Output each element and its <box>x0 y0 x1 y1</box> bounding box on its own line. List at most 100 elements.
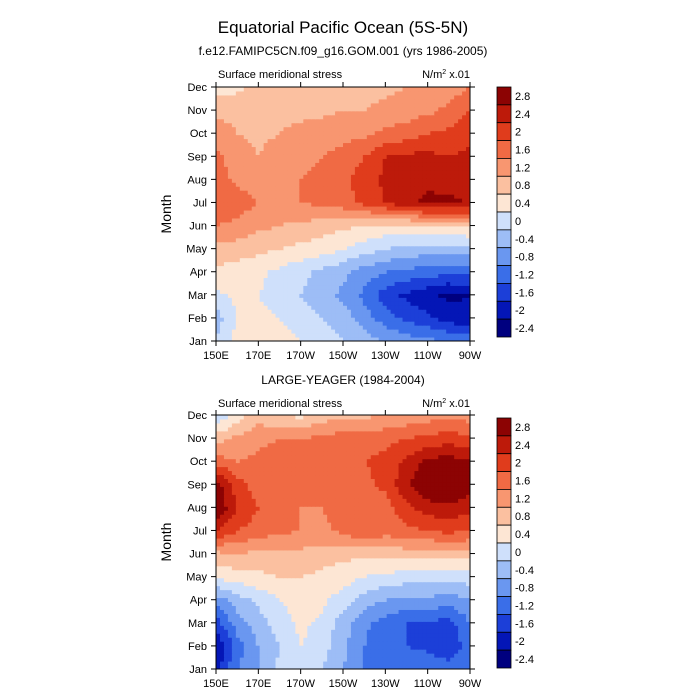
heatmap-cell <box>346 94 352 100</box>
heatmap-cell <box>259 225 265 231</box>
heatmap-cell <box>466 297 470 302</box>
heatmap-cell <box>275 249 280 255</box>
heatmap-cell <box>287 190 292 195</box>
heatmap-cell <box>370 297 376 302</box>
heatmap-cell <box>239 106 245 112</box>
heatmap-cell <box>394 233 400 239</box>
heatmap-cell <box>259 210 265 215</box>
heatmap-cell <box>255 106 261 112</box>
heatmap-cell <box>331 138 336 144</box>
heatmap-cell <box>216 90 221 96</box>
heatmap-cell <box>422 265 427 271</box>
heatmap-cell <box>335 337 340 341</box>
heatmap-cell <box>227 665 233 669</box>
heatmap-cell <box>382 625 388 630</box>
heatmap-cell <box>271 214 277 219</box>
heatmap-cell <box>223 174 229 179</box>
heatmap-cell <box>263 281 269 286</box>
heatmap-cell <box>450 629 455 634</box>
heatmap-cell <box>223 206 229 211</box>
heatmap-cell <box>335 317 340 322</box>
heatmap-cell <box>446 122 451 128</box>
heatmap-cell <box>454 102 459 108</box>
heatmap-cell <box>422 293 427 298</box>
heatmap-cell <box>303 174 308 179</box>
colorbar-label: -1.6 <box>515 287 534 299</box>
heatmap-cell <box>458 202 463 207</box>
heatmap-cell <box>454 665 459 669</box>
heatmap-cell <box>311 237 316 243</box>
heatmap-cell <box>299 261 304 267</box>
heatmap-cell <box>366 273 372 278</box>
heatmap-cell <box>374 221 380 227</box>
heatmap-cell <box>422 130 427 136</box>
heatmap-cell <box>303 625 308 630</box>
heatmap-cell <box>331 134 336 140</box>
heatmap-cell <box>414 146 419 151</box>
heatmap-cell <box>263 617 269 622</box>
heatmap-cell <box>426 621 431 626</box>
heatmap-cell <box>319 122 324 128</box>
heatmap-cell <box>346 110 352 116</box>
heatmap-cell <box>362 625 368 630</box>
heatmap-cell <box>315 269 320 275</box>
heatmap-cell <box>223 629 229 634</box>
heatmap-cell <box>386 130 392 136</box>
heatmap-cell <box>370 162 376 167</box>
heatmap-cell <box>446 154 451 159</box>
heatmap-cell <box>299 277 304 282</box>
heatmap-cell <box>287 633 292 638</box>
heatmap-cell <box>358 110 364 116</box>
heatmap-cell <box>327 146 332 151</box>
heatmap-cell <box>466 637 470 642</box>
heatmap-cell <box>378 202 384 207</box>
heatmap-cell <box>346 114 352 120</box>
heatmap-cell <box>458 317 463 322</box>
heatmap-cell <box>402 102 407 108</box>
heatmap-cell <box>243 102 249 108</box>
heatmap-cell <box>319 337 324 341</box>
heatmap-cell <box>410 637 415 642</box>
heatmap-cell <box>231 337 237 341</box>
heatmap-cell <box>299 110 304 116</box>
heatmap-cell <box>346 333 352 338</box>
heatmap-cell <box>343 277 348 282</box>
heatmap-cell <box>251 233 257 239</box>
heatmap-cell <box>251 106 257 112</box>
heatmap-cell <box>462 166 467 171</box>
heatmap-cell <box>251 293 257 298</box>
heatmap-cell <box>279 186 284 191</box>
heatmap-cell <box>442 621 447 626</box>
heatmap-cell <box>335 166 340 171</box>
heatmap-cell <box>323 190 328 195</box>
heatmap-cell <box>418 321 423 326</box>
heatmap-cell <box>450 198 455 203</box>
heatmap-cell <box>219 269 225 275</box>
heatmap-cell <box>283 194 288 199</box>
heatmap-cell <box>398 134 404 140</box>
heatmap-cell <box>343 329 348 334</box>
heatmap-cell <box>243 629 249 634</box>
heatmap-cell <box>323 625 328 630</box>
heatmap-cell <box>267 317 273 322</box>
heatmap-cell <box>414 293 419 298</box>
heatmap-cell <box>438 186 443 191</box>
heatmap-cell <box>446 249 451 255</box>
heatmap-cell <box>219 237 225 243</box>
heatmap-cell <box>227 158 233 163</box>
heatmap-cell <box>422 625 427 630</box>
heatmap-cell <box>243 265 249 271</box>
heatmap-cell <box>287 158 292 163</box>
heatmap-cell <box>239 90 245 96</box>
heatmap-cell <box>386 657 392 662</box>
heatmap-cell <box>287 102 292 108</box>
heatmap-cell <box>323 269 328 275</box>
heatmap-cell <box>454 649 459 654</box>
heatmap-cell <box>378 142 384 148</box>
heatmap-cell <box>458 154 463 159</box>
heatmap-cell <box>450 90 455 96</box>
heatmap-cell <box>287 98 292 104</box>
heatmap-cell <box>366 138 372 144</box>
heatmap-cell <box>394 98 400 104</box>
heatmap-cell <box>235 285 241 290</box>
